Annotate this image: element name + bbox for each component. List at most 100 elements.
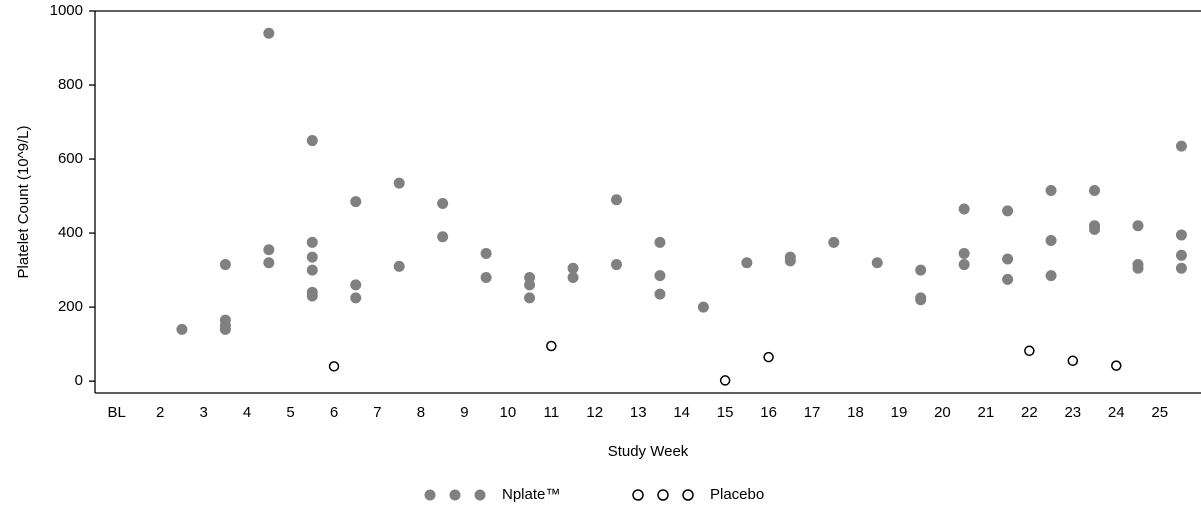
data-point xyxy=(480,272,492,284)
data-point xyxy=(610,259,622,271)
data-point xyxy=(1111,360,1122,371)
legend-marker xyxy=(474,489,486,501)
x-tick-label: 10 xyxy=(500,404,517,421)
data-point xyxy=(263,257,275,269)
x-tick-label: 21 xyxy=(978,404,995,421)
legend-marker xyxy=(682,489,694,501)
x-tick-label: 20 xyxy=(934,404,951,421)
x-axis-label: Study Week xyxy=(608,443,689,460)
data-point xyxy=(306,236,318,248)
data-point xyxy=(1067,355,1079,367)
x-tick-label: 16 xyxy=(760,404,777,421)
data-point xyxy=(306,135,318,147)
data-point xyxy=(437,231,449,243)
data-point xyxy=(958,247,970,259)
data-point xyxy=(328,361,340,372)
x-tick-label: 7 xyxy=(373,404,381,421)
data-point xyxy=(263,244,275,256)
x-tick-label: 19 xyxy=(891,404,908,421)
x-tick-label: 2 xyxy=(156,404,164,421)
data-point xyxy=(350,279,362,291)
data-point xyxy=(480,247,492,259)
data-point xyxy=(1132,220,1144,232)
x-tick-label: 6 xyxy=(330,404,338,421)
data-point xyxy=(1045,234,1057,246)
data-point xyxy=(350,292,362,304)
x-tick-label: 12 xyxy=(586,404,603,421)
legend-marker xyxy=(424,489,436,501)
x-tick-label: 3 xyxy=(199,404,207,421)
x-tick-label: 8 xyxy=(417,404,425,421)
data-point xyxy=(610,194,622,206)
data-point xyxy=(958,203,970,215)
x-tick-label: 13 xyxy=(630,404,647,421)
data-point xyxy=(915,294,927,306)
data-point xyxy=(524,279,536,291)
data-point xyxy=(393,177,405,189)
data-point xyxy=(350,196,362,208)
data-point xyxy=(719,375,731,386)
data-point xyxy=(1024,345,1035,357)
x-tick-label: 22 xyxy=(1021,404,1038,421)
data-point xyxy=(219,323,231,335)
legend-label: Nplate™ xyxy=(502,486,560,503)
data-point xyxy=(567,272,579,284)
data-point xyxy=(393,260,405,272)
x-tick-label: 25 xyxy=(1151,404,1168,421)
data-point xyxy=(654,270,666,282)
legend-marker xyxy=(632,489,644,501)
data-point xyxy=(524,292,536,304)
y-axis-label: Platelet Count (10^9/L) xyxy=(15,126,32,279)
data-point xyxy=(1089,223,1101,235)
data-point xyxy=(871,257,883,269)
data-point xyxy=(1002,205,1014,217)
data-point xyxy=(176,323,188,335)
data-point xyxy=(741,257,753,269)
data-point xyxy=(915,264,927,276)
data-point xyxy=(1089,185,1101,197)
data-point xyxy=(697,301,709,313)
data-point xyxy=(546,340,557,352)
data-point xyxy=(567,262,579,274)
x-tick-label: 15 xyxy=(717,404,734,421)
data-point xyxy=(654,236,666,248)
x-tick-label: 5 xyxy=(286,404,294,421)
x-tick-label: 4 xyxy=(243,404,251,421)
data-point xyxy=(784,255,796,267)
x-tick-label: BL xyxy=(108,404,126,421)
data-point xyxy=(306,251,318,263)
data-point xyxy=(828,236,840,248)
data-point xyxy=(306,290,318,302)
data-point xyxy=(1175,262,1187,274)
data-point xyxy=(1175,229,1187,241)
data-point xyxy=(306,264,318,276)
x-tick-label: 17 xyxy=(804,404,821,421)
y-tick-label: 200 xyxy=(58,298,83,315)
y-tick-label: 800 xyxy=(58,76,83,93)
data-point xyxy=(1045,270,1057,282)
data-point xyxy=(654,288,666,300)
data-point xyxy=(958,259,970,271)
data-point xyxy=(219,259,231,271)
y-tick-label: 400 xyxy=(58,224,83,241)
x-tick-label: 24 xyxy=(1108,404,1125,421)
legend-label: Placebo xyxy=(710,486,764,503)
x-tick-label: 11 xyxy=(544,404,560,421)
x-tick-label: 14 xyxy=(673,404,690,421)
legend-marker xyxy=(449,489,461,501)
x-tick-label: 23 xyxy=(1064,404,1081,421)
y-tick-label: 600 xyxy=(58,150,83,167)
data-point xyxy=(1045,185,1057,197)
data-point xyxy=(763,351,774,363)
x-tick-label: 18 xyxy=(847,404,864,421)
legend-marker xyxy=(657,489,669,501)
data-point xyxy=(1002,253,1014,265)
y-tick-label: 1000 xyxy=(50,2,83,19)
y-tick-label: 0 xyxy=(75,372,83,389)
data-point xyxy=(1175,249,1187,261)
x-tick-label: 9 xyxy=(460,404,468,421)
data-point xyxy=(263,27,275,39)
data-point xyxy=(1175,140,1187,152)
data-point xyxy=(437,197,449,209)
